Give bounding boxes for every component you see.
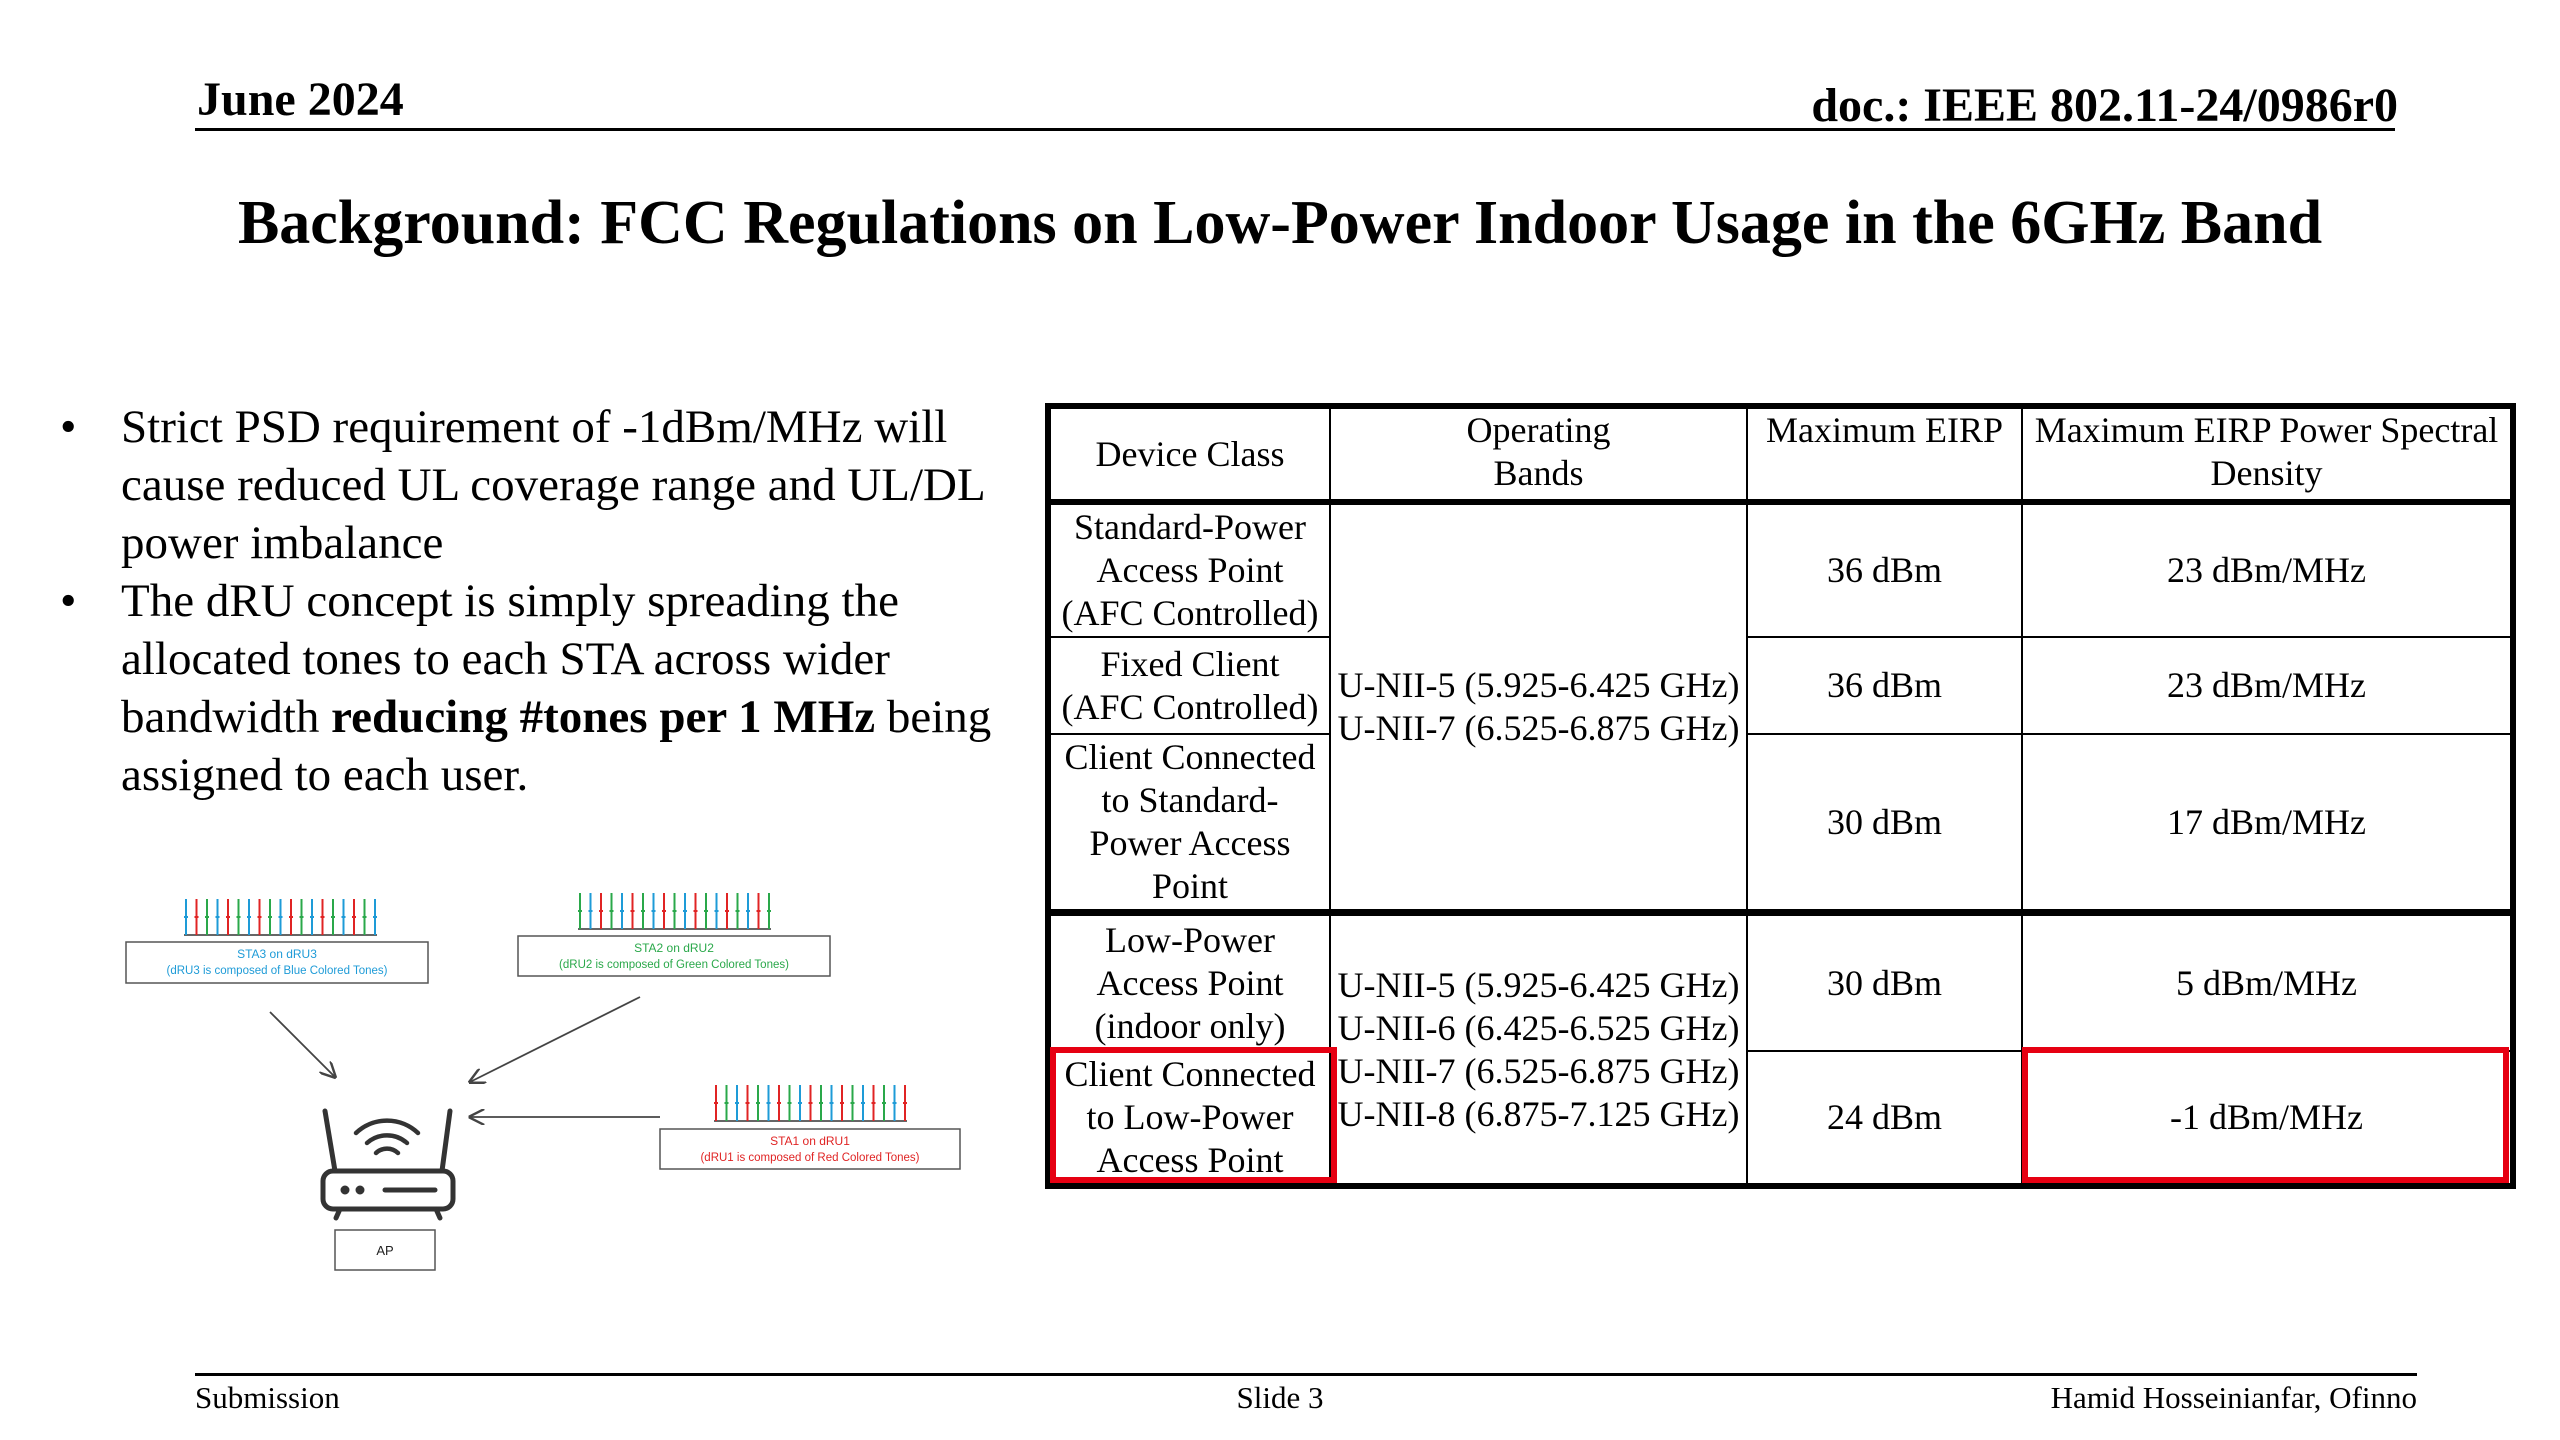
header-divider [195,128,2395,131]
footer-divider [195,1373,2417,1376]
device-class-cell: Client Connected to Standard-Power Acces… [1047,732,1331,914]
header-operating-bands-label: Operating Bands [1466,410,1611,493]
bullet-item-psd: • Strict PSD requirement of -1dBm/MHz wi… [60,398,1040,572]
table-row: Standard-Power Access Point (AFC Control… [1047,501,2514,914]
bullet-text-bold: reducing #tones per 1 MHz [331,691,876,743]
band-line: U-NII-5 (5.925-6.425 GHz) [1337,964,1740,1005]
footer-slide-number: Slide 3 [1236,1380,1324,1415]
bullet-item-dru: • The dRU concept is simply spreading th… [60,572,1040,804]
bullet-text-end: being assigned to each user. [121,691,992,801]
max-eirp-cell: 24 dBm [1746,1049,2023,1188]
ap-label-box [334,1229,436,1271]
sta1-desc: (dRU1 is composed of Red Colored Tones) [700,1152,919,1164]
arrow-sta3-to-ap [269,1011,335,1077]
table-row: Client Connected to Standard-Power Acces… [1047,732,2514,914]
header-max-eirp: Maximum EIRP [1746,404,2023,506]
device-class-cell: Client Connected to Low-Power Access Poi… [1047,1049,1331,1188]
sta2-label-box [517,935,831,977]
max-psd-cell: -1 dBm/MHz [2021,1049,2514,1188]
sta3-tones [184,899,377,936]
table-row: Low-Power Access Point (indoor only) U-N… [1047,909,2514,1188]
band-line: U-NII-5 (5.925-6.425 GHz) [1337,665,1740,706]
max-eirp-cell: 30 dBm [1746,909,2023,1052]
device-class-cell: Low-Power Access Point (indoor only) [1047,909,1331,1052]
sta1-group: STA1 on dRU1 (dRU1 is composed of Red Co… [659,1085,961,1170]
bullet-marker: • [60,575,77,627]
header-device-class: Device Class [1047,404,1331,506]
table-row: Client Connected to Low-Power Access Poi… [1047,1049,2514,1188]
table-header-row: Device Class Operating Bands Maximum EIR… [1047,404,2514,506]
max-eirp-cell: 36 dBm [1746,636,2023,735]
band-line: U-NII-7 (6.525-6.875 GHz) [1337,708,1740,749]
max-psd-cell: 5 dBm/MHz [2021,909,2514,1052]
device-class-cell: Fixed Client (AFC Controlled) [1047,636,1331,735]
router-icon [320,1108,456,1221]
max-eirp-cell: 30 dBm [1746,732,2023,914]
sta3-label-box [125,941,429,984]
dru-tone-diagram: STA3 on dRU3 (dRU3 is composed of Blue C… [125,893,961,1271]
ap-label: AP [376,1243,393,1258]
header-date: June 2024 [197,73,404,126]
sta3-group: STA3 on dRU3 (dRU3 is composed of Blue C… [125,899,429,984]
highlight-psd-minus1 [2022,1047,2509,1183]
highlight-client-low-power [1050,1047,1337,1183]
footer-author: Hamid Hosseinianfar, Ofinno [2050,1380,2417,1415]
band-line: U-NII-8 (6.875-7.125 GHz) [1337,1093,1740,1134]
max-psd-cell: 23 dBm/MHz [2021,501,2514,639]
table-row: Fixed Client (AFC Controlled) 36 dBm 23 … [1047,636,2514,735]
bullet-marker: • [60,401,77,453]
band-line: U-NII-7 (6.525-6.875 GHz) [1337,1050,1740,1091]
bullet-text: Strict PSD requirement of -1dBm/MHz will… [121,401,984,569]
header-max-psd: Maximum EIRP Power Spectral Density [2021,404,2514,506]
fcc-regulation-table: Device Class Operating Bands Maximum EIR… [1045,403,2516,1189]
operating-bands-cell-2: U-NII-5 (5.925-6.425 GHz) U-NII-6 (6.425… [1329,909,1748,1188]
band-line: U-NII-6 (6.425-6.525 GHz) [1337,1007,1740,1048]
sta3-desc: (dRU3 is composed of Blue Colored Tones) [167,965,388,977]
footer-submission: Submission [195,1380,340,1415]
device-class-cell: Standard-Power Access Point (AFC Control… [1047,501,1331,639]
max-psd-cell: 17 dBm/MHz [2021,732,2514,914]
sta2-title: STA2 on dRU2 [634,941,714,955]
header-doc-id: doc.: IEEE 802.11-24/0986r0 [1811,79,2398,132]
operating-bands-cell-1: U-NII-5 (5.925-6.425 GHz) U-NII-7 (6.525… [1329,501,1748,914]
max-psd-cell: 23 dBm/MHz [2021,636,2514,735]
sta1-tones [714,1085,907,1122]
header-operating-bands: Operating Bands [1329,404,1748,506]
sta1-title: STA1 on dRU1 [770,1134,850,1148]
bullet-list: • Strict PSD requirement of -1dBm/MHz wi… [60,398,1040,804]
slide-title: Background: FCC Regulations on Low-Power… [237,189,2323,257]
wifi-signal-icon [353,1118,421,1156]
bullet-text-start: The dRU concept is simply spreading the … [121,575,899,743]
arrow-sta2-to-ap [470,996,641,1082]
sta2-group: STA2 on dRU2 (dRU2 is composed of Green … [517,893,831,977]
max-eirp-cell: 36 dBm [1746,501,2023,639]
sta2-desc: (dRU2 is composed of Green Colored Tones… [559,959,789,971]
sta1-label-box [659,1128,961,1170]
sta2-tones [578,893,771,930]
sta3-title: STA3 on dRU3 [237,947,317,961]
